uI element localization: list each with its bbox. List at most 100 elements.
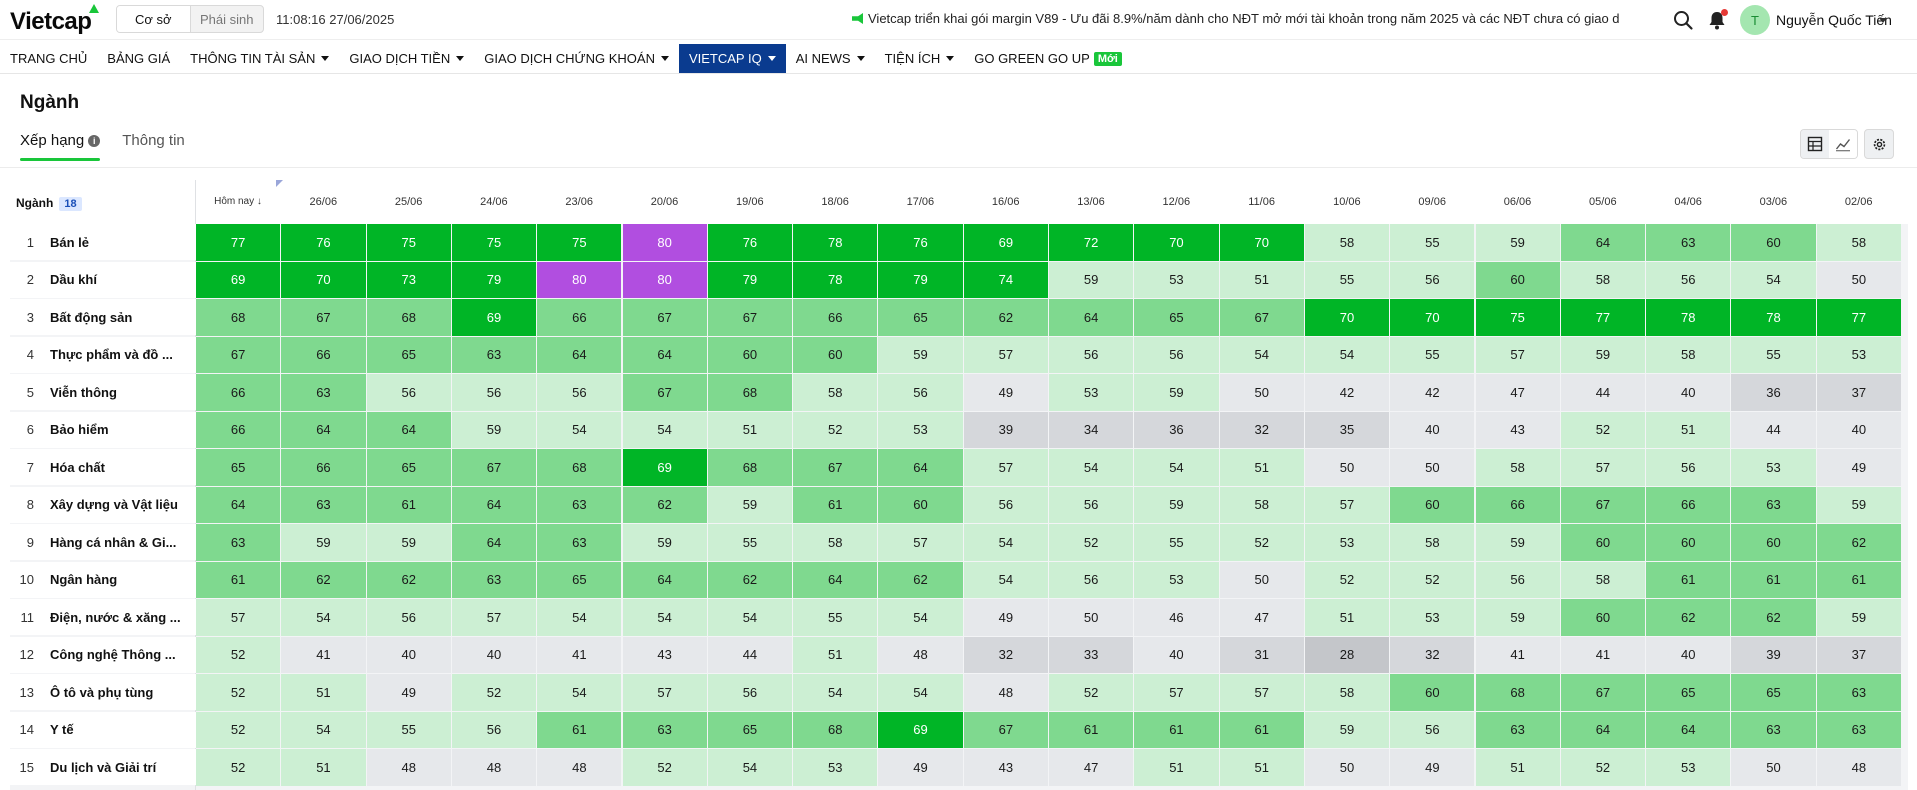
score-cell[interactable]: 53 [1816,336,1901,373]
score-cell[interactable]: 59 [1475,599,1560,636]
table-row[interactable]: 5 Viễn thông 66 63 56 56 56 67 68 58 56 49 53 59 50 42 4… [10,374,1908,411]
score-cell[interactable]: 66 [537,299,622,336]
score-cell[interactable]: 65 [1134,299,1219,336]
score-cell[interactable]: 43 [963,749,1048,786]
score-cell[interactable]: 63 [451,561,537,598]
score-cell[interactable]: 52 [196,674,281,711]
score-cell[interactable]: 72 [1049,224,1134,261]
score-cell[interactable]: 61 [537,711,622,748]
table-view-button[interactable] [1801,130,1829,158]
username[interactable]: Nguyễn Quốc Tiến [1776,12,1892,28]
score-cell[interactable]: 54 [707,749,793,786]
score-cell[interactable]: 52 [1304,561,1390,598]
score-cell[interactable]: 62 [878,561,963,598]
score-cell[interactable]: 49 [963,374,1048,411]
score-cell[interactable]: 63 [1816,674,1901,711]
tab-ranking[interactable]: Xếp hạng i [20,132,101,161]
score-cell[interactable]: 52 [1560,411,1646,448]
score-cell[interactable]: 48 [878,636,963,673]
score-cell[interactable]: 57 [1560,449,1646,486]
score-cell[interactable]: 65 [196,449,281,486]
score-cell[interactable]: 57 [878,524,963,561]
score-cell[interactable]: 60 [1390,486,1475,523]
score-cell[interactable]: 54 [707,599,793,636]
score-cell[interactable]: 76 [707,224,793,261]
table-row[interactable]: 10 Ngân hàng 61 62 62 63 65 64 62 64 62 54 56 53 50 52 5… [10,561,1908,598]
date-column-header[interactable]: 13/06 [1077,196,1105,208]
score-cell[interactable]: 69 [196,261,281,298]
date-column-header[interactable]: 23/06 [565,196,593,208]
score-cell[interactable]: 79 [707,261,793,298]
score-cell[interactable]: 43 [1475,411,1560,448]
score-cell[interactable]: 58 [1560,261,1646,298]
score-cell[interactable]: 65 [537,561,622,598]
sector-name[interactable]: Xây dựng và Vật liệu [50,497,178,512]
score-cell[interactable]: 52 [1219,524,1304,561]
score-cell[interactable]: 54 [963,524,1048,561]
score-cell[interactable]: 51 [1219,449,1304,486]
score-cell[interactable]: 70 [1134,224,1219,261]
score-cell[interactable]: 36 [1134,411,1219,448]
score-cell[interactable]: 61 [1049,711,1134,748]
score-cell[interactable]: 67 [963,711,1048,748]
score-cell[interactable]: 61 [366,486,451,523]
score-cell[interactable]: 53 [793,749,878,786]
score-cell[interactable]: 77 [1560,299,1646,336]
search-icon[interactable] [1672,9,1694,31]
score-cell[interactable]: 61 [196,561,281,598]
score-cell[interactable]: 48 [366,749,451,786]
table-row[interactable]: 11 Điện, nước & xăng ... 57 54 56 57 54 54 54 55 5… [10,599,1908,636]
score-cell[interactable]: 37 [1816,374,1901,411]
score-cell[interactable]: 47 [1475,374,1560,411]
score-cell[interactable]: 49 [1816,449,1901,486]
score-cell[interactable]: 50 [1304,749,1390,786]
score-cell[interactable]: 65 [707,711,793,748]
date-column-header[interactable]: 12/06 [1162,196,1191,208]
score-cell[interactable]: 64 [281,411,366,448]
score-cell[interactable]: 61 [1731,561,1816,598]
score-cell[interactable]: 66 [196,374,281,411]
score-cell[interactable]: 33 [1049,636,1134,673]
score-cell[interactable]: 67 [451,449,537,486]
score-cell[interactable]: 59 [451,411,537,448]
date-column-header[interactable]: 19/06 [736,196,764,208]
score-cell[interactable]: 51 [281,749,366,786]
date-column-header[interactable]: 25/06 [394,196,423,208]
score-cell[interactable]: 61 [1219,711,1304,748]
score-cell[interactable]: 60 [793,336,878,373]
score-cell[interactable]: 67 [1219,299,1304,336]
score-cell[interactable]: 62 [963,299,1048,336]
score-cell[interactable]: 56 [963,486,1048,523]
score-cell[interactable]: 67 [281,299,366,336]
score-cell[interactable]: 63 [1646,224,1731,261]
table-row[interactable]: 15 Du lịch và Giải trí 52 51 48 48 48 52 54 53 49 4… [10,749,1908,786]
score-cell[interactable]: 50 [1304,449,1390,486]
score-cell[interactable]: 41 [537,636,622,673]
nav-item-6[interactable]: AI NEWS [786,44,875,73]
score-cell[interactable]: 60 [878,486,963,523]
score-cell[interactable]: 63 [1475,711,1560,748]
score-cell[interactable]: 59 [1475,524,1560,561]
score-cell[interactable]: 63 [622,711,707,748]
table-row[interactable]: 4 Thực phẩm và đồ ... 67 66 65 63 64 64 60 60 59 57… [10,336,1908,373]
score-cell[interactable]: 59 [622,524,707,561]
score-cell[interactable]: 54 [793,674,878,711]
score-cell[interactable]: 56 [1646,261,1731,298]
score-cell[interactable]: 56 [1049,486,1134,523]
score-cell[interactable]: 52 [196,711,281,748]
score-cell[interactable]: 50 [1390,449,1475,486]
score-cell[interactable]: 60 [1731,224,1816,261]
score-cell[interactable]: 67 [196,336,281,373]
score-cell[interactable]: 50 [1816,261,1901,298]
score-cell[interactable]: 47 [1219,599,1304,636]
score-cell[interactable]: 63 [451,336,537,373]
score-cell[interactable]: 68 [537,449,622,486]
score-cell[interactable]: 40 [366,636,451,673]
score-cell[interactable]: 66 [793,299,878,336]
score-cell[interactable]: 42 [1304,374,1390,411]
score-cell[interactable]: 56 [1390,711,1475,748]
score-cell[interactable]: 59 [1134,374,1219,411]
score-cell[interactable]: 62 [1731,599,1816,636]
score-cell[interactable]: 60 [1475,261,1560,298]
table-row[interactable]: 2 Dầu khí 69 70 73 79 80 80 79 78 79 74 59 53 51 55 56 60… [10,261,1908,298]
